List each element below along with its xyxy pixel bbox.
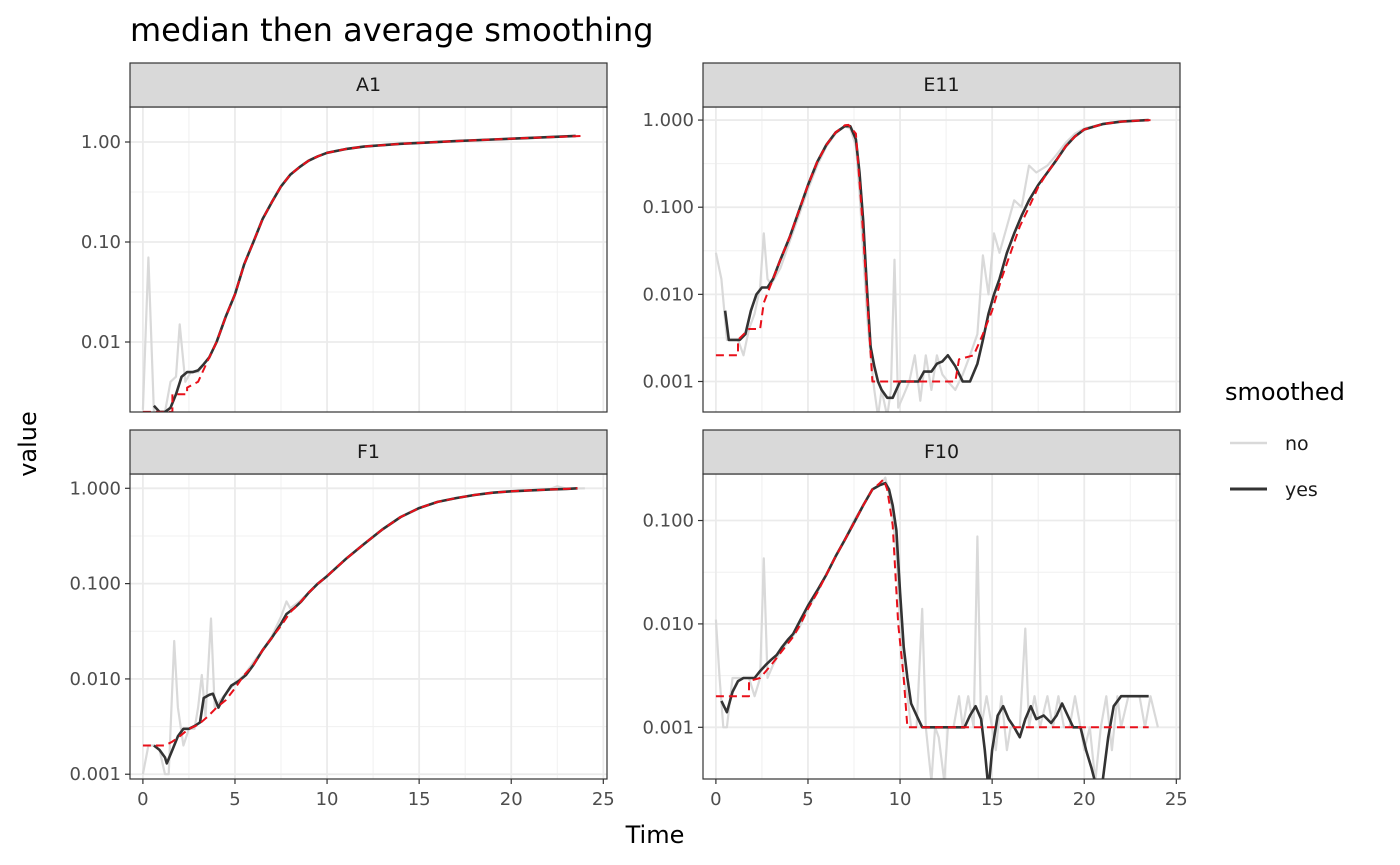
panels: A10.010.101.00E110.0010.0100.1001.000F10…	[69, 62, 1188, 810]
x-tick-label: 0	[710, 789, 721, 810]
y-tick-label: 0.100	[642, 511, 694, 532]
x-tick-label: 0	[137, 789, 148, 810]
series-line-no	[714, 119, 1149, 412]
legend-label-no: no	[1285, 433, 1309, 455]
strip-label: F10	[924, 441, 959, 463]
x-tick-label: 20	[500, 789, 523, 810]
legend: smoothed no yes	[1225, 378, 1345, 501]
series-group	[714, 118, 1151, 412]
panel-background	[130, 474, 607, 779]
chart-title: median then average smoothing	[130, 11, 654, 49]
panel-f10: F10 0.001 0.010 0.100 0 5 10 15 20 25	[642, 429, 1188, 810]
y-tick-label: 1.00	[81, 132, 121, 153]
x-tick-label: 20	[1073, 789, 1096, 810]
x-tick-label: 5	[229, 789, 240, 810]
series-line-reference	[142, 487, 578, 747]
series-group	[141, 134, 585, 412]
x-tick-label: 15	[408, 789, 431, 810]
panel-background	[130, 107, 607, 412]
series-group	[141, 485, 585, 776]
strip-label: A1	[356, 74, 381, 96]
y-tick-label: 0.010	[69, 669, 121, 690]
panel-background	[703, 107, 1180, 412]
series-line-reference	[142, 134, 585, 412]
panel-f1: F1 0.001 0.010 0.100 1.000 0 5 10 15 20 25	[69, 429, 615, 810]
y-tick-label: 0.010	[642, 284, 694, 305]
y-tick-label: 0.001	[642, 372, 694, 393]
legend-label-yes: yes	[1285, 479, 1318, 501]
strip-label: F1	[357, 441, 380, 463]
y-tick-label: 0.010	[642, 614, 694, 635]
grid	[703, 107, 1180, 412]
y-tick-label: 0.10	[81, 232, 121, 253]
series-line-reference	[715, 478, 1149, 729]
grid	[130, 474, 607, 779]
strip-label: E11	[923, 74, 959, 96]
x-tick-label: 10	[316, 789, 339, 810]
x-tick-label: 15	[981, 789, 1004, 810]
x-tick-label: 25	[592, 789, 615, 810]
y-tick-label: 0.001	[642, 717, 694, 738]
y-tick-label: 0.100	[69, 574, 121, 595]
panel-e11: E11 0.001 0.010 0.100 1.000	[642, 62, 1181, 413]
strip-background	[702, 429, 1181, 475]
x-tick-label: 5	[802, 789, 813, 810]
y-tick-label: 1.000	[69, 478, 121, 499]
x-tick-label: 10	[889, 789, 912, 810]
y-tick-label: 1.000	[642, 110, 694, 131]
panel-a1: A1 0.01 0.10 1.00	[81, 62, 608, 413]
strip-background	[129, 62, 608, 108]
y-axis-title: value	[14, 411, 42, 477]
strip-background	[129, 429, 608, 475]
strip-background	[702, 62, 1181, 108]
grid	[130, 107, 607, 412]
y-tick-label: 0.001	[69, 764, 121, 785]
series-group	[714, 476, 1159, 779]
series-line-reference	[715, 119, 1151, 383]
x-tick-label: 25	[1165, 789, 1188, 810]
x-axis-title: Time	[625, 821, 685, 849]
series-line-yes	[720, 481, 1149, 779]
y-tick-label: 0.01	[81, 332, 121, 353]
legend-title: smoothed	[1225, 378, 1345, 406]
y-tick-label: 0.100	[642, 197, 694, 218]
